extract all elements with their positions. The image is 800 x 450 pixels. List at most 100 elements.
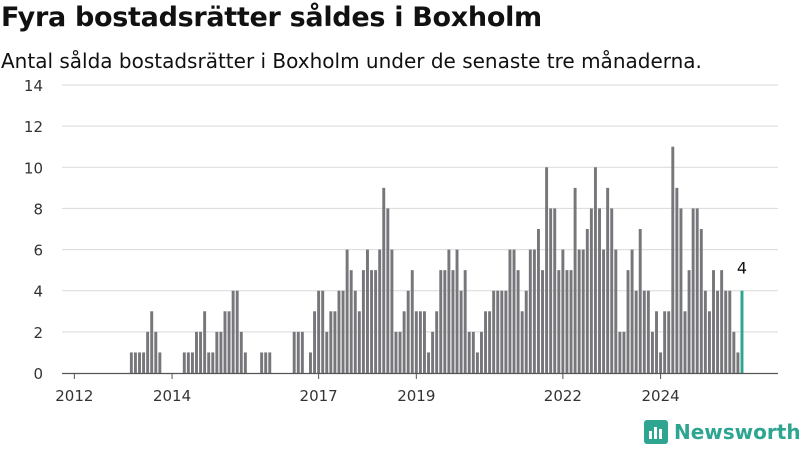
bar xyxy=(703,290,707,373)
bar xyxy=(602,249,606,373)
bar xyxy=(227,311,231,373)
chart-bubble-icon xyxy=(644,420,668,444)
bar xyxy=(716,290,720,373)
bar xyxy=(190,352,194,373)
bar xyxy=(720,270,724,373)
bar xyxy=(195,331,198,373)
bar xyxy=(186,352,190,373)
bar xyxy=(219,331,223,373)
bar xyxy=(524,290,528,373)
bar xyxy=(561,249,565,373)
bar xyxy=(309,352,312,373)
bar xyxy=(471,331,475,373)
y-tick-label: 10 xyxy=(24,159,43,177)
bar xyxy=(699,229,703,373)
chart-subtitle: Antal sålda bostadsrätter i Boxholm unde… xyxy=(1,49,702,73)
x-tick-label: 2012 xyxy=(55,387,93,405)
bar xyxy=(520,311,524,373)
bar xyxy=(313,311,317,373)
bar xyxy=(361,270,365,373)
bar xyxy=(239,331,243,373)
bar xyxy=(536,229,540,373)
bar xyxy=(504,290,508,373)
bar xyxy=(557,270,561,373)
newsworthy-logo: Newsworthy xyxy=(644,420,800,444)
bar xyxy=(431,331,435,373)
bar xyxy=(679,208,683,373)
bar xyxy=(683,311,687,373)
bar xyxy=(541,270,544,373)
bar xyxy=(626,270,630,373)
bar xyxy=(394,331,398,373)
bar xyxy=(386,208,390,373)
bar xyxy=(634,290,638,373)
bar xyxy=(357,311,361,373)
x-tick-label: 2019 xyxy=(397,387,435,405)
bar xyxy=(443,270,447,373)
bar xyxy=(370,270,374,373)
bar xyxy=(235,290,239,373)
bar xyxy=(516,270,520,373)
bar xyxy=(695,208,699,373)
bar xyxy=(728,290,732,373)
bar xyxy=(203,311,207,373)
y-tick-label: 6 xyxy=(33,242,43,260)
y-tick-labels: 0 2 4 6 8 10 12 14 xyxy=(24,77,43,383)
bar xyxy=(642,290,646,373)
bar xyxy=(500,290,504,373)
x-tick-label: 2024 xyxy=(641,387,679,405)
bar xyxy=(182,352,186,373)
bar xyxy=(675,187,679,373)
bar xyxy=(463,270,467,373)
y-tick-label: 0 xyxy=(33,365,43,383)
bar xyxy=(492,290,496,373)
bar xyxy=(732,331,736,373)
bar xyxy=(223,311,227,373)
bar xyxy=(133,352,137,373)
bar xyxy=(655,311,658,373)
brand-name: Newsworthy xyxy=(674,420,800,444)
bar xyxy=(410,270,414,373)
bar xyxy=(545,167,549,373)
bar xyxy=(390,249,394,373)
bar xyxy=(646,290,650,373)
bar xyxy=(378,249,382,373)
bar xyxy=(488,311,492,373)
bar xyxy=(553,208,557,373)
bar xyxy=(146,331,150,373)
grid-lines xyxy=(62,84,778,333)
y-tick-label: 2 xyxy=(33,324,43,342)
bar xyxy=(687,270,691,373)
bar xyxy=(243,352,247,373)
bar xyxy=(353,290,357,373)
bar xyxy=(663,311,667,373)
bar xyxy=(650,331,654,373)
bar xyxy=(532,249,536,373)
bar xyxy=(129,352,133,373)
bar xyxy=(528,249,532,373)
x-tick-label: 2017 xyxy=(300,387,338,405)
bar xyxy=(414,311,418,373)
bar xyxy=(508,249,512,373)
bar xyxy=(610,208,614,373)
bar xyxy=(630,249,634,373)
bar xyxy=(329,311,333,373)
x-tick-label: 2014 xyxy=(153,387,191,405)
bar xyxy=(484,311,487,373)
bar xyxy=(406,290,410,373)
y-tick-label: 8 xyxy=(33,200,43,218)
bar xyxy=(300,331,304,373)
bar xyxy=(455,249,459,373)
y-tick-label: 14 xyxy=(24,77,43,95)
bar xyxy=(565,270,569,373)
bar xyxy=(618,331,622,373)
bar xyxy=(296,331,300,373)
bar xyxy=(317,290,321,373)
bar xyxy=(154,331,158,373)
bar xyxy=(337,290,341,373)
bar xyxy=(512,249,516,373)
bar xyxy=(402,311,406,373)
bars xyxy=(129,146,744,373)
bar xyxy=(207,352,211,373)
